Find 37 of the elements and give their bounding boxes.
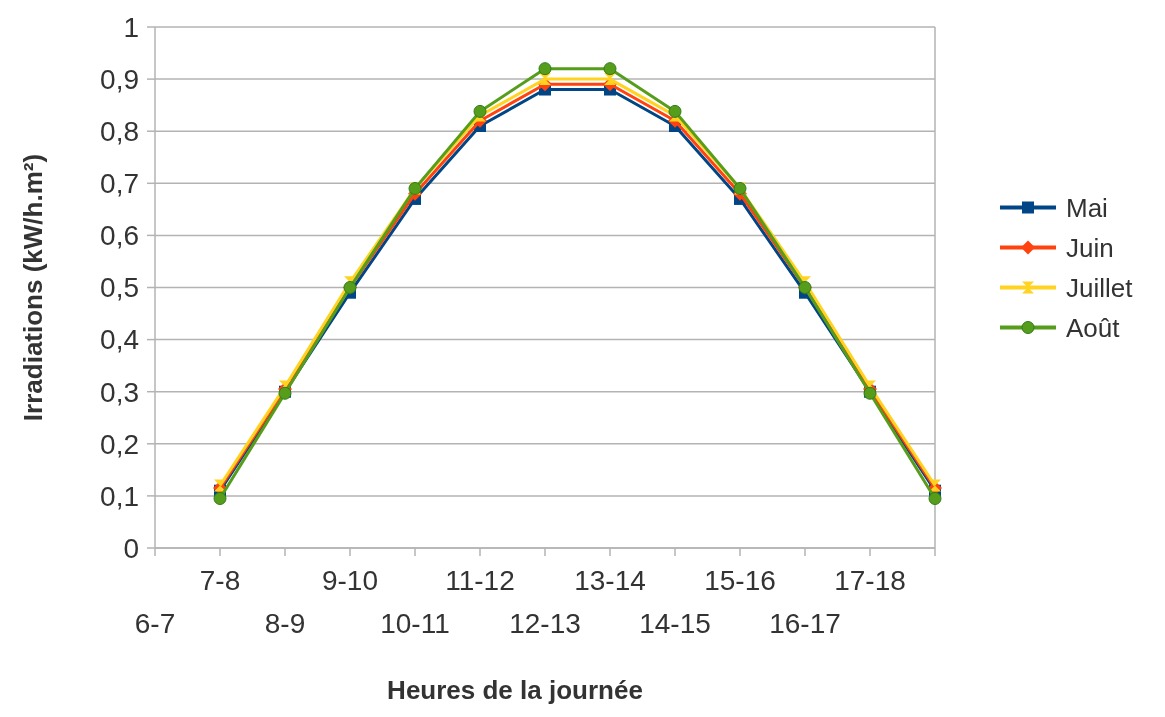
y-tick-label: 0,4 <box>100 324 139 356</box>
x-tick-label: 11-12 <box>445 565 515 596</box>
x-tick-label: 15-16 <box>704 565 776 596</box>
point <box>214 479 226 492</box>
x-tick-label: 6-7 <box>134 608 176 639</box>
point <box>538 62 552 76</box>
point <box>929 479 941 492</box>
y-tick-label: 0,5 <box>100 272 139 304</box>
x-tick-label: 16-17 <box>769 608 841 639</box>
point <box>928 492 942 506</box>
y-tick-label: 0,1 <box>100 480 139 512</box>
legend-label: Mai <box>1066 192 1108 223</box>
point <box>213 492 227 506</box>
legend-label: Juin <box>1066 232 1114 263</box>
y-tick-label: 0 <box>123 532 139 564</box>
x-tick-label: 13-14 <box>574 565 646 596</box>
point <box>603 62 617 76</box>
x-tick-label: 10-11 <box>380 608 450 639</box>
x-tick-label: 12-13 <box>509 608 581 639</box>
y-axis-title: Irradiations (kW/h.m²) <box>18 153 48 422</box>
y-tick-label: 0,2 <box>100 428 139 460</box>
legend-label: Juillet <box>1066 272 1134 303</box>
x-tick-label: 8-9 <box>264 608 306 639</box>
y-tick-label: 0,3 <box>100 376 139 408</box>
y-tick-label: 1 <box>123 11 139 43</box>
x-tick-label: 9-10 <box>321 565 379 596</box>
x-tick-label: 7-8 <box>199 565 241 596</box>
x-tick-label: 17-18 <box>834 565 906 596</box>
point <box>668 104 682 118</box>
y-tick-label: 0,9 <box>100 63 139 95</box>
y-tick-label: 0,6 <box>100 220 139 252</box>
y-tick-label: 0,7 <box>100 168 139 200</box>
legend-label: Août <box>1066 312 1121 343</box>
point <box>473 104 487 118</box>
y-tick-label: 0,8 <box>100 116 139 147</box>
x-axis-title: Heures de la journée <box>387 675 643 705</box>
x-tick-label: 14-15 <box>639 608 711 639</box>
